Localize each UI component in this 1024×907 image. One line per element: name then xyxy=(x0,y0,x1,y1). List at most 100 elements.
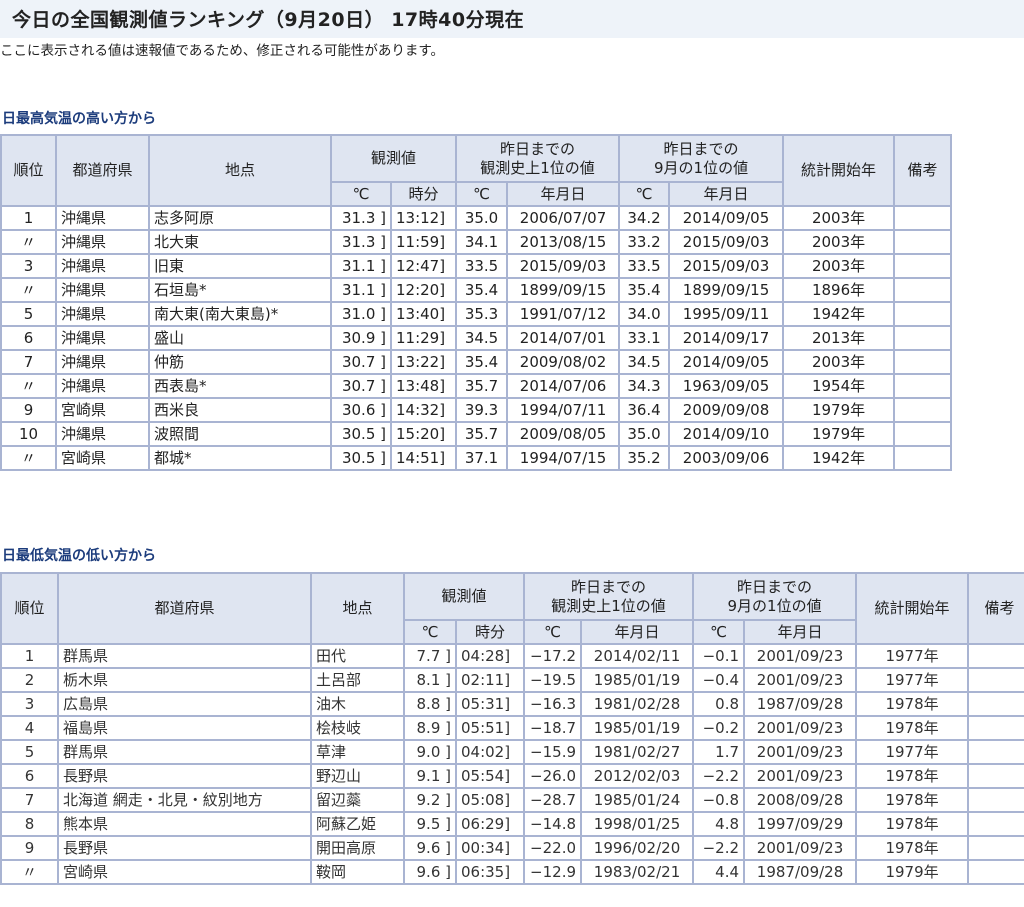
cell-record-temp: −26.0 xyxy=(523,763,583,789)
cell-prefecture: 長野県 xyxy=(57,835,312,861)
table-row: 9 長野県 開田高原 9.6 ] 00:34] −22.0 1996/02/20 −2.2 20… xyxy=(0,835,1024,861)
cell-month-temp: 0.8 xyxy=(692,691,746,717)
cell-record-temp: 35.4 xyxy=(455,277,509,303)
cell-place: 石垣島* xyxy=(148,277,332,303)
table-row: 7 北海道 網走・北見・紋別地方 留辺蘂 9.2 ] 05:08] −28.7 1985/0… xyxy=(0,787,1024,813)
high-temp-heading: 日最高気温の高い方から xyxy=(2,111,156,127)
cell-rank: 5 xyxy=(0,739,59,765)
cell-month-temp: 33.5 xyxy=(618,253,671,279)
cell-record-temp: −16.3 xyxy=(523,691,583,717)
cell-observed-temp: 30.7 ] xyxy=(330,349,392,375)
cell-start-year: 1978年 xyxy=(855,715,970,741)
cell-rank: 3 xyxy=(0,691,59,717)
cell-observed-temp: 30.7 ] xyxy=(330,373,392,399)
cell-record-temp: 39.3 xyxy=(455,397,509,423)
cell-rank: 7 xyxy=(0,787,59,813)
cell-record-date: 2009/08/02 xyxy=(506,349,621,375)
cell-place: 北大東 xyxy=(148,229,332,255)
cell-record-temp: 35.0 xyxy=(455,205,509,231)
cell-rank: 1 xyxy=(0,205,57,231)
col-obs-time: 時分 xyxy=(389,181,458,207)
table-row: 4 福島県 桧枝岐 8.9 ] 05:51] −18.7 1985/01/19 −0.2 200… xyxy=(0,715,1024,741)
cell-observed-time: 14:51] xyxy=(389,445,458,471)
cell-record-date: 1985/01/19 xyxy=(580,715,695,741)
cell-remarks xyxy=(893,301,953,327)
cell-start-year: 2003年 xyxy=(782,349,896,375)
cell-rank: 4 xyxy=(0,715,59,741)
table-row: 3 広島県 油木 8.8 ] 05:31] −16.3 1981/02/28 0.8 1987/… xyxy=(0,691,1024,717)
cell-start-year: 1978年 xyxy=(855,835,970,861)
cell-observed-temp: 8.9 ] xyxy=(403,715,457,741)
cell-remarks xyxy=(893,421,953,447)
table-row: 5 群馬県 草津 9.0 ] 04:02] −15.9 1981/02/27 1.7 2001/… xyxy=(0,739,1024,765)
col-record-line1: 昨日までの xyxy=(500,139,576,158)
cell-remarks xyxy=(893,445,953,471)
cell-record-date: 2009/08/05 xyxy=(506,421,621,447)
cell-record-temp: −18.7 xyxy=(523,715,583,741)
cell-month-date: 2008/09/28 xyxy=(743,787,858,813)
cell-observed-temp: 30.5 ] xyxy=(330,445,392,471)
cell-record-temp: 33.5 xyxy=(455,253,509,279)
cell-place: 鞍岡 xyxy=(310,859,405,885)
cell-start-year: 1977年 xyxy=(855,739,970,765)
col-place: 地点 xyxy=(310,572,405,645)
cell-record-date: 2014/02/11 xyxy=(580,643,695,669)
cell-prefecture: 熊本県 xyxy=(57,811,312,837)
cell-place: 野辺山 xyxy=(310,763,405,789)
header-row: 順位 都道府県 地点 観測値 昨日までの 観測史上1位の値 昨日までの 9月の1位の値 統計開始… xyxy=(0,134,953,207)
table-row: 〃沖縄県 石垣島* 31.1 ] 12:20] 35.4 1899/09/15 35.4 18… xyxy=(0,277,953,303)
cell-rank: 3 xyxy=(0,253,57,279)
cell-prefecture: 沖縄県 xyxy=(55,229,150,255)
cell-month-date: 2001/09/23 xyxy=(743,643,858,669)
col-start-year: 統計開始年 xyxy=(855,572,970,645)
cell-place: 西米良 xyxy=(148,397,332,423)
table-row: 〃宮崎県 都城* 30.5 ] 14:51] 37.1 1994/07/15 35.2 200… xyxy=(0,445,953,471)
cell-rank: 9 xyxy=(0,835,59,861)
cell-observed-time: 00:34] xyxy=(454,835,526,861)
cell-prefecture: 沖縄県 xyxy=(55,301,150,327)
col-record-celsius: ℃ xyxy=(455,181,509,207)
col-record-date: 年月日 xyxy=(506,181,621,207)
table-row: 〃沖縄県 西表島* 30.7 ] 13:48] 35.7 2014/07/06 34.3 19… xyxy=(0,373,953,399)
cell-record-temp: −15.9 xyxy=(523,739,583,765)
cell-month-date: 2014/09/05 xyxy=(668,205,785,231)
cell-rank: 10 xyxy=(0,421,57,447)
col-rank: 順位 xyxy=(0,572,59,645)
col-month-record: 昨日までの 9月の1位の値 xyxy=(618,134,785,183)
cell-observed-time: 04:28] xyxy=(454,643,526,669)
col-record-date: 年月日 xyxy=(580,619,695,645)
cell-record-date: 2014/07/06 xyxy=(506,373,621,399)
cell-remarks xyxy=(967,739,1024,765)
cell-record-date: 1991/07/12 xyxy=(506,301,621,327)
cell-start-year: 1979年 xyxy=(855,859,970,885)
cell-record-date: 2014/07/01 xyxy=(506,325,621,351)
cell-remarks xyxy=(967,643,1024,669)
cell-month-temp: −2.2 xyxy=(692,835,746,861)
cell-month-temp: 35.4 xyxy=(618,277,671,303)
cell-place: 草津 xyxy=(310,739,405,765)
cell-record-temp: 35.3 xyxy=(455,301,509,327)
cell-start-year: 1977年 xyxy=(855,643,970,669)
col-month-record-line2: 9月の1位の値 xyxy=(727,596,822,615)
cell-start-year: 1978年 xyxy=(855,691,970,717)
cell-prefecture: 宮崎県 xyxy=(57,859,312,885)
cell-record-temp: −22.0 xyxy=(523,835,583,861)
col-obs-celsius: ℃ xyxy=(403,619,457,645)
cell-prefecture: 沖縄県 xyxy=(55,349,150,375)
cell-observed-temp: 7.7 ] xyxy=(403,643,457,669)
col-start-year: 統計開始年 xyxy=(782,134,896,207)
table-row: 7 沖縄県 仲筋 30.7 ] 13:22] 35.4 2009/08/02 34.5 2014… xyxy=(0,349,953,375)
cell-month-date: 1987/09/28 xyxy=(743,691,858,717)
cell-month-date: 2001/09/23 xyxy=(743,763,858,789)
cell-start-year: 1942年 xyxy=(782,445,896,471)
cell-remarks xyxy=(967,811,1024,837)
cell-start-year: 1977年 xyxy=(855,667,970,693)
cell-month-date: 2001/09/23 xyxy=(743,739,858,765)
col-record: 昨日までの 観測史上1位の値 xyxy=(455,134,621,183)
cell-place: 旧東 xyxy=(148,253,332,279)
cell-observed-temp: 9.1 ] xyxy=(403,763,457,789)
cell-place: 油木 xyxy=(310,691,405,717)
col-record: 昨日までの 観測史上1位の値 xyxy=(523,572,695,621)
cell-month-date: 2001/09/23 xyxy=(743,835,858,861)
col-month-record-line1: 昨日までの xyxy=(663,139,739,158)
